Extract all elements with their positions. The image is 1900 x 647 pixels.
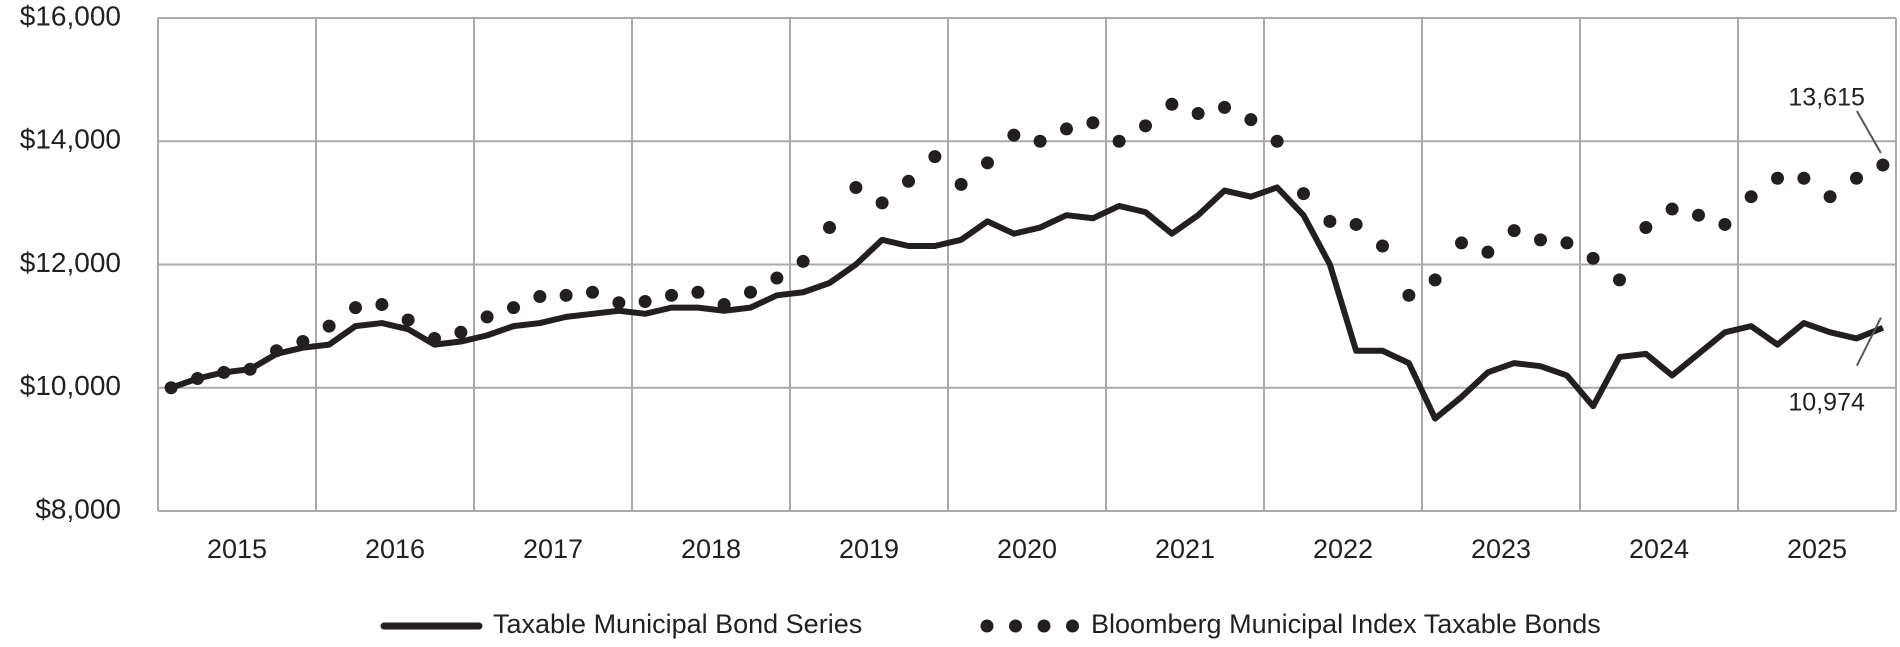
y-tick-label: $8,000 <box>35 493 121 524</box>
x-tick-label: 2022 <box>1313 534 1373 564</box>
x-tick-label: 2017 <box>523 534 583 564</box>
data-dot <box>375 298 389 312</box>
data-dot <box>1797 171 1811 185</box>
data-dot <box>612 296 626 310</box>
data-dot <box>322 319 336 333</box>
data-dot <box>1744 190 1758 204</box>
data-dot <box>1191 107 1205 121</box>
x-tick-label: 2025 <box>1787 534 1847 564</box>
data-dot <box>164 381 178 395</box>
data-dot <box>1086 116 1100 130</box>
data-dot <box>1033 134 1047 148</box>
x-tick-label: 2016 <box>365 534 425 564</box>
data-dot <box>875 196 889 210</box>
legend-swatch <box>1009 619 1022 633</box>
x-tick-label: 2021 <box>1155 534 1215 564</box>
data-dot <box>559 288 573 302</box>
data-dot <box>428 331 441 345</box>
data-dot <box>849 180 863 194</box>
data-dot <box>1692 208 1705 222</box>
data-dot <box>296 335 310 349</box>
data-dot <box>1402 288 1416 302</box>
data-dot <box>1560 236 1574 250</box>
data-dot <box>1323 214 1337 228</box>
data-dot <box>586 285 599 299</box>
data-dot <box>1481 245 1495 259</box>
data-dot <box>954 177 968 191</box>
data-dot <box>796 254 810 268</box>
data-dot <box>744 285 757 299</box>
data-dot <box>217 365 231 379</box>
x-tick-label: 2024 <box>1629 534 1689 564</box>
data-dot <box>1613 273 1626 287</box>
x-tick-label: 2018 <box>681 534 741 564</box>
legend-swatch <box>1037 619 1051 633</box>
data-dot <box>717 298 731 312</box>
data-dot <box>1376 239 1389 253</box>
y-tick-label: $16,000 <box>20 0 121 31</box>
data-dot <box>1218 100 1231 114</box>
x-tick-label: 2015 <box>207 534 267 564</box>
data-dot <box>243 362 257 376</box>
data-dot <box>1165 97 1179 111</box>
data-line <box>170 184 1885 422</box>
data-dot <box>1007 128 1021 142</box>
data-dot <box>349 301 362 315</box>
annotation-leader <box>1855 317 1882 367</box>
data-dot <box>1349 217 1363 231</box>
x-tick-label: 2023 <box>1471 534 1531 564</box>
data-dot <box>1876 158 1890 172</box>
data-dot <box>1112 134 1126 148</box>
data-dot <box>1586 251 1600 265</box>
data-dot <box>1639 221 1653 235</box>
legend-swatch <box>980 619 994 633</box>
data-dot <box>1771 171 1784 185</box>
data-dot <box>1270 134 1284 148</box>
data-dot <box>1139 119 1152 133</box>
data-dot <box>1507 224 1521 238</box>
data-dot <box>1850 171 1863 185</box>
data-dot <box>665 288 678 302</box>
data-dot <box>1297 187 1310 201</box>
data-dot <box>454 325 468 339</box>
legend-label: Bloomberg Municipal Index Taxable Bonds <box>1091 609 1601 639</box>
data-dot <box>480 310 494 324</box>
data-dot <box>928 150 942 164</box>
data-dot <box>191 372 204 386</box>
data-label: 10,974 <box>1788 388 1865 416</box>
legend-label: Taxable Municipal Bond Series <box>493 609 862 639</box>
data-dot <box>1534 233 1547 247</box>
legend-swatch <box>1066 619 1079 633</box>
data-dot <box>1665 202 1679 216</box>
data-dot <box>1455 236 1468 250</box>
data-dot <box>823 221 836 235</box>
data-dot <box>270 344 283 358</box>
data-dot <box>902 174 915 188</box>
data-dot <box>507 301 520 315</box>
x-tick-label: 2019 <box>839 534 899 564</box>
data-dot <box>981 156 994 170</box>
y-tick-label: $14,000 <box>20 124 121 155</box>
y-tick-label: $12,000 <box>20 247 121 278</box>
data-dot <box>401 313 415 327</box>
data-label: 13,615 <box>1788 84 1864 112</box>
data-dot <box>1428 273 1442 287</box>
data-dot <box>691 285 705 299</box>
data-dot <box>533 290 547 304</box>
x-tick-label: 2020 <box>997 534 1057 564</box>
data-dot <box>770 271 784 285</box>
data-dot <box>1244 113 1258 127</box>
data-dot <box>1060 122 1073 136</box>
data-dot <box>638 294 652 308</box>
data-dot <box>1718 217 1732 231</box>
annotation-leader <box>1856 110 1882 154</box>
y-tick-label: $10,000 <box>20 370 121 401</box>
data-dot <box>1823 190 1837 204</box>
